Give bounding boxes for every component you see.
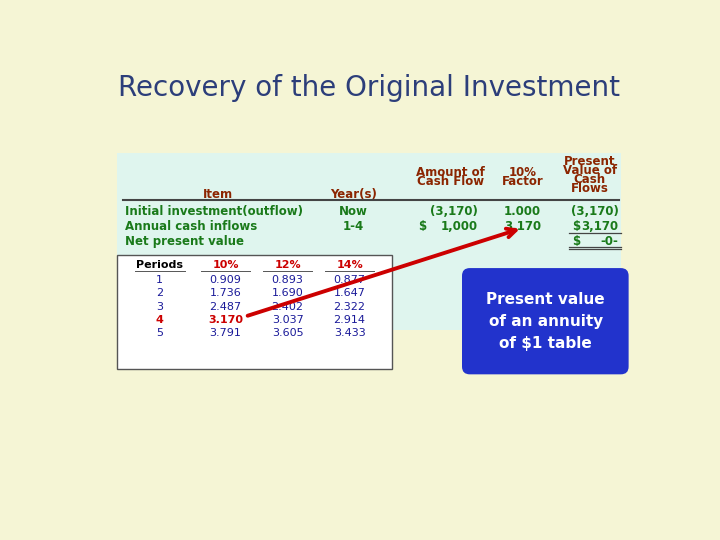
Text: Flows: Flows <box>571 183 609 195</box>
Text: $: $ <box>418 220 426 233</box>
Text: 1.736: 1.736 <box>210 288 241 299</box>
Text: 1.647: 1.647 <box>333 288 366 299</box>
Text: 2.914: 2.914 <box>333 315 366 325</box>
Text: 0.909: 0.909 <box>210 275 242 286</box>
Text: Net present value: Net present value <box>125 234 244 248</box>
Text: Present: Present <box>564 154 616 167</box>
FancyBboxPatch shape <box>117 153 621 330</box>
Text: 3,170: 3,170 <box>582 220 618 233</box>
Text: (3,170): (3,170) <box>571 205 618 218</box>
FancyArrowPatch shape <box>248 228 516 316</box>
Text: 2: 2 <box>156 288 163 299</box>
Text: (3,170): (3,170) <box>430 205 477 218</box>
Text: 10%: 10% <box>212 260 239 270</box>
Text: Factor: Factor <box>502 176 544 188</box>
FancyBboxPatch shape <box>462 268 629 374</box>
Text: 3.037: 3.037 <box>271 315 304 325</box>
Text: 0.893: 0.893 <box>271 275 304 286</box>
Text: 2.487: 2.487 <box>210 301 242 312</box>
Text: -0-: -0- <box>600 234 618 248</box>
Text: 3.791: 3.791 <box>210 328 242 338</box>
Text: Recovery of the Original Investment: Recovery of the Original Investment <box>118 74 620 102</box>
Text: $: $ <box>572 234 580 248</box>
Text: 3.433: 3.433 <box>334 328 366 338</box>
Text: 2.402: 2.402 <box>271 301 304 312</box>
Text: 1.690: 1.690 <box>271 288 304 299</box>
Text: Item: Item <box>203 188 233 201</box>
Text: 3.170: 3.170 <box>208 315 243 325</box>
Text: Periods: Periods <box>136 260 184 270</box>
Text: Present value
of an annuity
of $1 table: Present value of an annuity of $1 table <box>487 292 605 351</box>
Text: Annual cash inflows: Annual cash inflows <box>125 220 257 233</box>
Text: $: $ <box>572 220 580 233</box>
Text: 2.322: 2.322 <box>333 301 366 312</box>
Text: Year(s): Year(s) <box>330 188 377 201</box>
Text: 1.000: 1.000 <box>504 205 541 218</box>
Text: Cash Flow: Cash Flow <box>417 176 484 188</box>
Text: 1-4: 1-4 <box>343 220 364 233</box>
Text: 3.605: 3.605 <box>272 328 303 338</box>
Text: 5: 5 <box>156 328 163 338</box>
Text: Value of: Value of <box>563 164 617 177</box>
Text: Now: Now <box>339 205 368 218</box>
Text: 12%: 12% <box>274 260 301 270</box>
FancyBboxPatch shape <box>117 255 392 369</box>
Text: Initial investment(outflow): Initial investment(outflow) <box>125 205 303 218</box>
Text: 10%: 10% <box>508 166 536 179</box>
Text: 3: 3 <box>156 301 163 312</box>
Text: 3.170: 3.170 <box>504 220 541 233</box>
Text: 0.877: 0.877 <box>333 275 366 286</box>
Text: 1,000: 1,000 <box>441 220 477 233</box>
Text: Cash: Cash <box>574 173 606 186</box>
Text: 1: 1 <box>156 275 163 286</box>
Text: Amount of: Amount of <box>416 166 485 179</box>
Text: 14%: 14% <box>336 260 363 270</box>
Text: 4: 4 <box>156 315 163 325</box>
